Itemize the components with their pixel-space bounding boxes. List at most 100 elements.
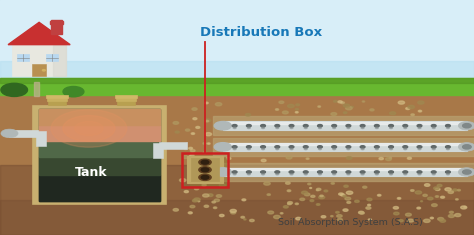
Circle shape <box>346 157 352 159</box>
Circle shape <box>185 129 190 131</box>
Circle shape <box>338 101 342 103</box>
Bar <box>223 173 467 175</box>
Bar <box>0 61 474 85</box>
Text: Tank: Tank <box>75 166 108 179</box>
Circle shape <box>333 127 336 129</box>
Circle shape <box>320 195 323 197</box>
Bar <box>36 131 46 146</box>
Circle shape <box>207 143 210 144</box>
Circle shape <box>390 112 396 115</box>
Bar <box>153 143 163 158</box>
Circle shape <box>393 212 399 215</box>
Circle shape <box>296 104 300 106</box>
Circle shape <box>406 213 411 216</box>
Circle shape <box>287 190 291 192</box>
Circle shape <box>199 159 211 165</box>
Circle shape <box>276 173 279 175</box>
Circle shape <box>463 145 471 149</box>
Circle shape <box>63 116 115 141</box>
Circle shape <box>375 173 378 175</box>
Circle shape <box>246 125 251 127</box>
Bar <box>0 78 474 95</box>
Circle shape <box>347 127 350 129</box>
Bar <box>39 141 160 157</box>
Circle shape <box>173 208 178 211</box>
Circle shape <box>440 219 446 222</box>
Bar <box>115 95 137 98</box>
Circle shape <box>175 131 179 133</box>
Circle shape <box>199 174 211 180</box>
Circle shape <box>214 121 231 130</box>
Circle shape <box>448 191 454 193</box>
Circle shape <box>180 179 186 182</box>
Circle shape <box>273 215 280 219</box>
Circle shape <box>261 125 265 127</box>
Circle shape <box>203 143 206 144</box>
Circle shape <box>390 127 392 129</box>
Circle shape <box>75 121 103 136</box>
Circle shape <box>233 148 236 150</box>
Circle shape <box>304 127 307 129</box>
Bar <box>221 123 224 129</box>
Circle shape <box>288 202 292 204</box>
Circle shape <box>202 184 206 186</box>
Circle shape <box>244 219 246 220</box>
Circle shape <box>343 112 347 114</box>
Circle shape <box>232 125 237 127</box>
Circle shape <box>355 200 359 202</box>
Circle shape <box>404 148 407 150</box>
Bar <box>0 78 474 83</box>
Circle shape <box>432 173 435 175</box>
Circle shape <box>445 188 451 191</box>
Circle shape <box>306 158 309 159</box>
Circle shape <box>374 125 379 127</box>
Circle shape <box>203 194 209 197</box>
Circle shape <box>288 203 291 205</box>
Text: Soil Absorption System (S.A.S): Soil Absorption System (S.A.S) <box>278 218 423 227</box>
Circle shape <box>275 146 280 148</box>
Circle shape <box>334 100 337 102</box>
Circle shape <box>389 171 393 173</box>
Bar <box>182 153 228 187</box>
Circle shape <box>431 146 436 148</box>
Circle shape <box>190 156 196 159</box>
Bar <box>9 130 38 137</box>
Bar <box>12 45 66 76</box>
Circle shape <box>447 127 449 129</box>
Circle shape <box>201 160 209 164</box>
Circle shape <box>317 188 321 190</box>
Circle shape <box>418 127 421 129</box>
Circle shape <box>435 188 440 190</box>
Circle shape <box>319 196 325 199</box>
Circle shape <box>194 188 199 190</box>
Circle shape <box>194 198 200 201</box>
Circle shape <box>189 155 194 157</box>
Circle shape <box>448 215 455 218</box>
Circle shape <box>219 214 224 217</box>
Circle shape <box>390 148 392 150</box>
Circle shape <box>232 171 237 173</box>
Circle shape <box>332 146 337 148</box>
Circle shape <box>203 152 206 154</box>
Circle shape <box>337 215 342 217</box>
Circle shape <box>246 146 251 148</box>
Circle shape <box>449 211 454 213</box>
Circle shape <box>393 207 399 209</box>
Circle shape <box>360 146 365 148</box>
Bar <box>213 137 474 156</box>
Circle shape <box>247 148 250 150</box>
Circle shape <box>1 83 27 97</box>
Circle shape <box>399 220 403 222</box>
Circle shape <box>246 114 251 116</box>
Circle shape <box>232 146 237 148</box>
Circle shape <box>408 219 414 222</box>
Circle shape <box>279 101 284 103</box>
Circle shape <box>404 127 407 129</box>
Circle shape <box>264 182 270 185</box>
Circle shape <box>214 168 231 176</box>
Circle shape <box>51 110 127 147</box>
Circle shape <box>418 101 424 104</box>
Circle shape <box>407 157 411 159</box>
Circle shape <box>431 171 436 173</box>
Circle shape <box>431 125 436 127</box>
